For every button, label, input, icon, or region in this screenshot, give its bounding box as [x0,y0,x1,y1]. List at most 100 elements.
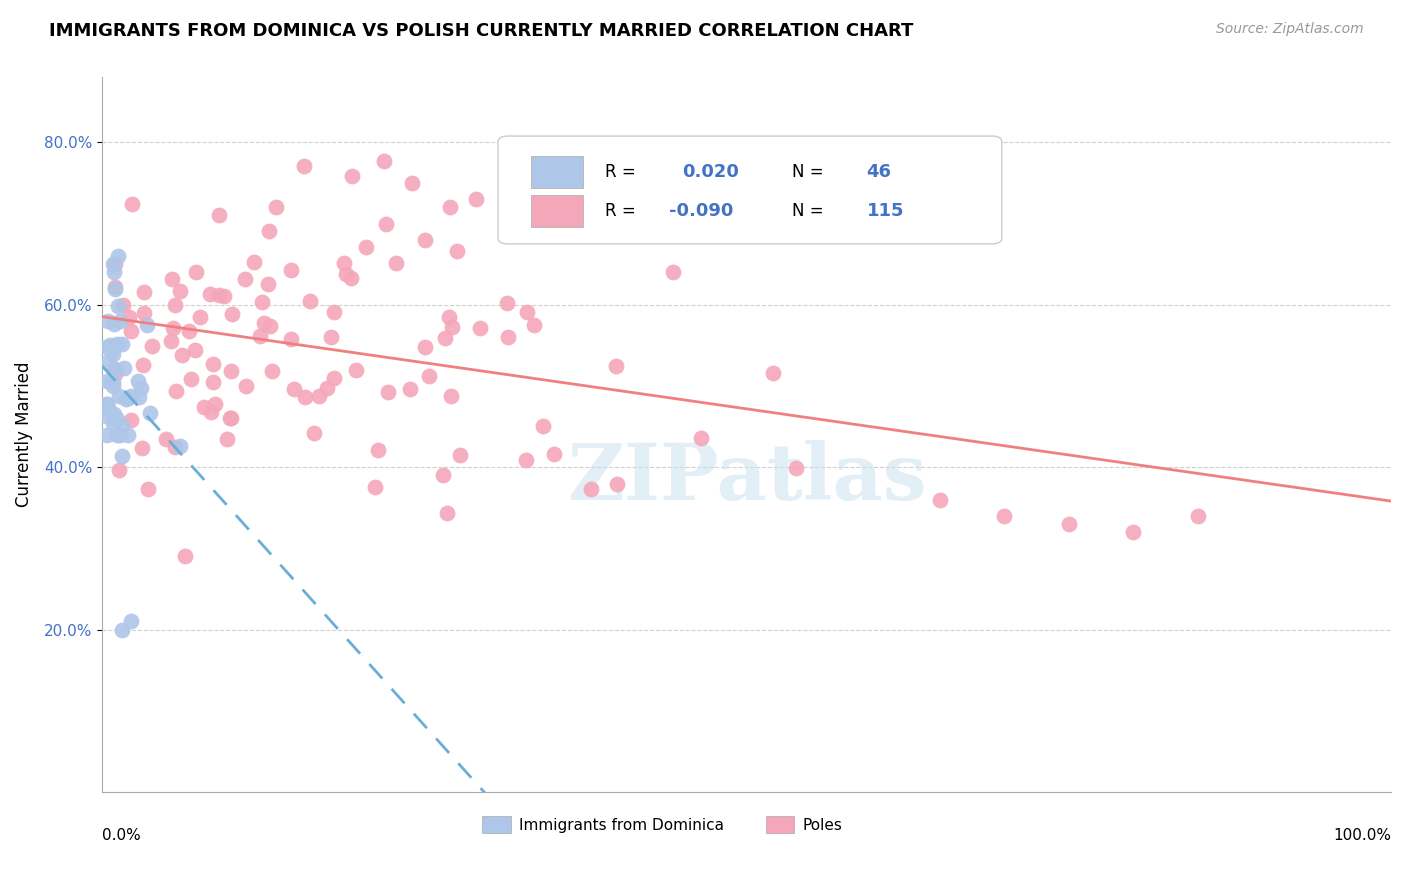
Point [449,448,471,462]
Point [212,288,235,302]
Point [335,267,357,281]
Point [1122,525,1144,540]
Point [100,375,122,389]
Point [377,384,399,399]
Point [132,358,155,372]
Point [114,361,136,376]
Point [283,382,305,396]
Point [219,364,242,378]
Point [134,306,156,320]
Point [1057,516,1080,531]
Point [280,263,302,277]
Point [184,343,207,357]
Point [322,305,344,319]
Point [108,314,131,328]
Point [208,208,231,222]
Point [120,413,142,427]
FancyBboxPatch shape [498,136,1002,244]
Point [441,320,464,334]
Point [398,382,420,396]
Text: 100.0%: 100.0% [1333,828,1391,843]
Point [117,427,139,442]
Point [104,280,127,294]
Point [121,197,143,211]
Point [264,200,287,214]
FancyBboxPatch shape [766,815,794,833]
Point [120,615,142,629]
Point [217,432,239,446]
Point [219,410,242,425]
Point [201,357,224,371]
Point [319,330,342,344]
Point [302,426,325,441]
Point [785,460,807,475]
Point [111,417,134,432]
Point [367,442,389,457]
Point [243,254,266,268]
Point [218,411,240,425]
Point [104,257,127,271]
Point [162,321,184,335]
Point [177,324,200,338]
Point [101,257,124,271]
Point [104,368,127,382]
Point [141,338,163,352]
Point [202,375,225,389]
Point [110,427,132,442]
Point [155,432,177,446]
Point [159,334,181,349]
FancyBboxPatch shape [482,815,510,833]
Point [105,427,128,442]
Point [332,256,354,270]
Point [259,319,281,334]
Point [208,288,231,302]
Point [439,200,461,214]
Text: 46: 46 [866,162,891,181]
FancyBboxPatch shape [531,195,583,227]
Y-axis label: Currently Married: Currently Married [15,362,32,508]
Point [163,441,186,455]
Point [662,265,685,279]
Point [496,330,519,344]
Point [107,299,129,313]
Point [581,483,603,497]
Point [184,265,207,279]
Point [165,384,187,399]
Point [172,348,194,362]
Point [103,317,125,331]
Point [993,508,1015,523]
Point [531,418,554,433]
Point [107,462,129,476]
Point [96,409,118,424]
Point [465,192,488,206]
Point [436,506,458,520]
Point [131,441,153,455]
Text: 115: 115 [866,202,904,220]
Point [104,361,127,376]
Point [543,447,565,461]
Point [523,318,546,332]
Point [253,316,276,330]
Point [111,337,134,351]
Point [432,468,454,483]
Point [111,449,134,463]
Text: IMMIGRANTS FROM DOMINICA VS POLISH CURRENTLY MARRIED CORRELATION CHART: IMMIGRANTS FROM DOMINICA VS POLISH CURRE… [49,22,914,40]
Point [1187,508,1209,523]
Point [418,368,440,383]
Point [97,401,120,415]
Text: Poles: Poles [801,818,842,833]
Point [101,376,124,390]
Point [103,416,125,430]
Point [120,324,142,338]
Point [249,329,271,343]
Point [103,407,125,421]
Text: N =: N = [792,162,828,181]
Point [139,406,162,420]
Point [107,389,129,403]
Point [235,379,257,393]
Point [127,374,149,388]
Point [340,169,363,183]
Point [316,381,339,395]
Point [128,390,150,404]
Point [374,217,396,231]
